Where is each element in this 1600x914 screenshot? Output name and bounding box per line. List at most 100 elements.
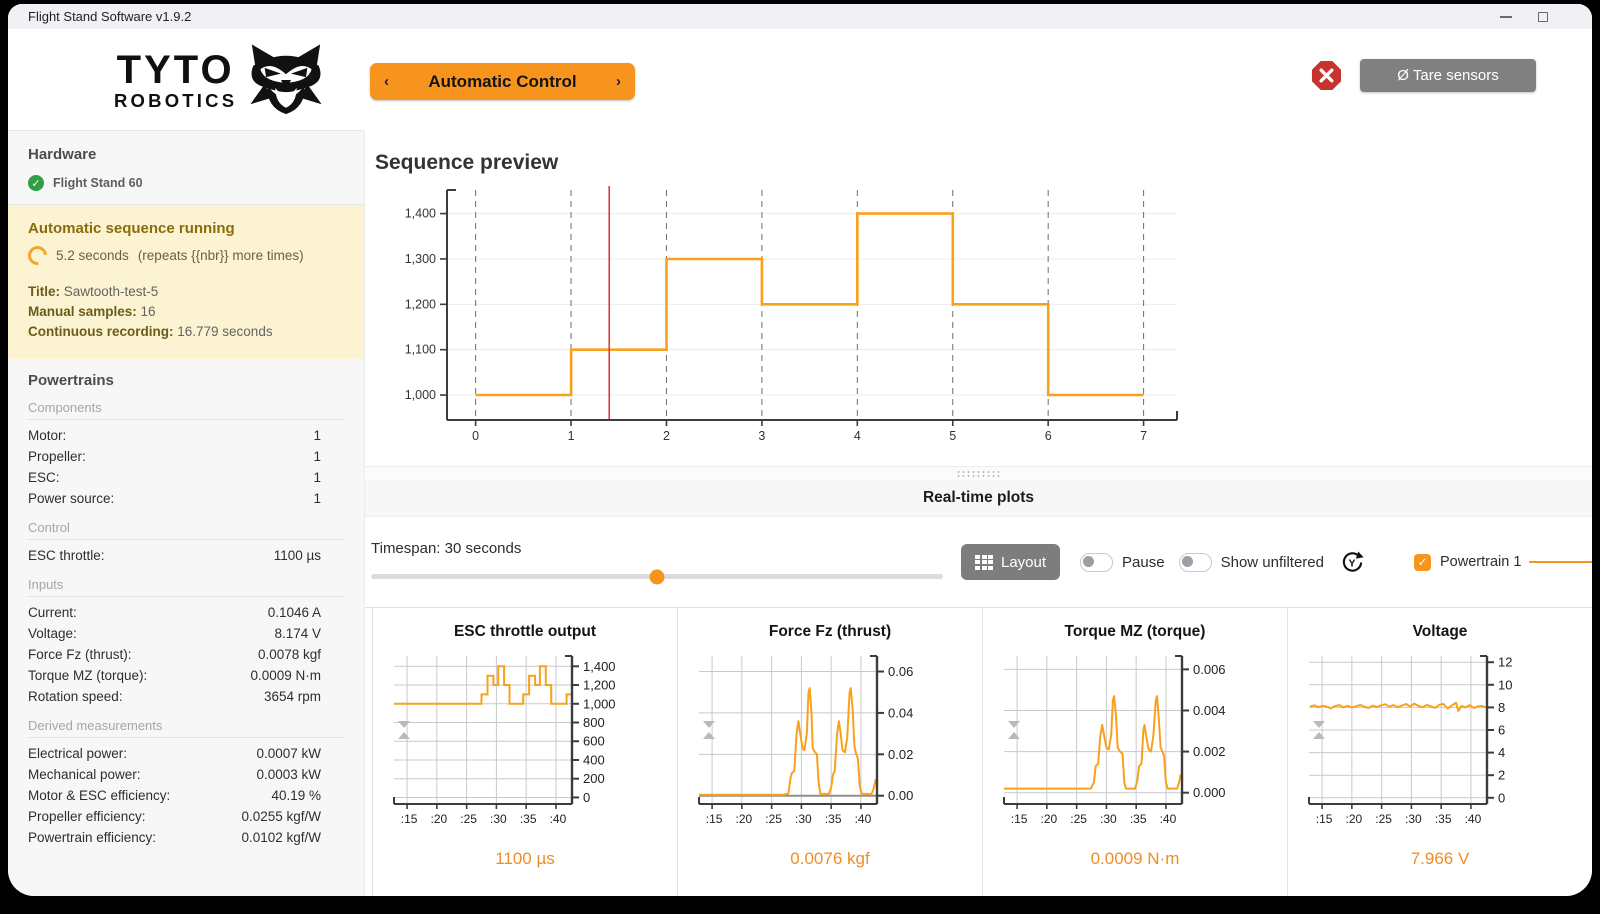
drag-handle[interactable] bbox=[955, 470, 1002, 477]
measurement-label: Motor & ESC efficiency: bbox=[28, 788, 171, 803]
measurement-label: Powertrain efficiency: bbox=[28, 830, 157, 845]
stop-button[interactable] bbox=[1311, 60, 1342, 91]
measurement-row: Force Fz (thrust): 0.0078 kgf bbox=[28, 644, 344, 665]
svg-text::30: :30 bbox=[1100, 812, 1117, 826]
measurement-value: 1 bbox=[313, 470, 321, 485]
measurement-row: ESC: 1 bbox=[28, 467, 344, 488]
chart-card-voltage: Voltage 0 2 4 6 8 10 12:15:20:25:30:35:40 7.96… bbox=[1287, 608, 1592, 896]
measurement-value: 1 bbox=[313, 428, 321, 443]
svg-text:0: 0 bbox=[472, 429, 479, 443]
main-content: Sequence preview 1,000 1,100 1,200 1,300 1,4… bbox=[365, 130, 1592, 896]
sequence-preview-title: Sequence preview bbox=[375, 151, 559, 174]
svg-text::35: :35 bbox=[825, 812, 842, 826]
timespan-slider[interactable] bbox=[371, 569, 943, 584]
chart-card-force-fz-thrust: Force Fz (thrust) 0.00 0.02 0.04 0.06:15:20… bbox=[677, 608, 982, 896]
svg-text::40: :40 bbox=[1465, 812, 1482, 826]
hardware-device: ✓ Flight Stand 60 bbox=[28, 175, 344, 191]
svg-text::35: :35 bbox=[520, 812, 537, 826]
svg-text:600: 600 bbox=[583, 734, 605, 749]
restore-button[interactable] bbox=[1538, 11, 1548, 22]
svg-text::40: :40 bbox=[855, 812, 872, 826]
sequence-repeats: (repeats {{nbr}} more times) bbox=[137, 248, 304, 263]
svg-text:1: 1 bbox=[568, 429, 575, 443]
measurement-value: 1100 µs bbox=[273, 548, 321, 563]
svg-text:0.04: 0.04 bbox=[888, 705, 913, 720]
measurement-row: Voltage: 8.174 V bbox=[28, 623, 344, 644]
chart-current-value: 0.0009 N·m bbox=[1090, 849, 1180, 868]
svg-text::20: :20 bbox=[1041, 812, 1058, 826]
measurement-row: Motor & ESC efficiency: 40.19 % bbox=[28, 785, 344, 806]
measurement-label: Power source: bbox=[28, 491, 115, 506]
slider-thumb[interactable] bbox=[649, 569, 665, 584]
owl-logo-icon bbox=[250, 44, 322, 115]
svg-text:4: 4 bbox=[854, 429, 861, 443]
svg-text:0: 0 bbox=[583, 790, 590, 805]
prev-mode-icon[interactable]: ‹ bbox=[384, 73, 389, 90]
measurement-row: Propeller: 1 bbox=[28, 446, 344, 467]
measurement-row: Current: 0.1046 A bbox=[28, 602, 344, 623]
measurement-group: Inputs Current: 0.1046 A Voltage: 8.174 … bbox=[28, 566, 344, 707]
measurement-group: Derived measurements Electrical power: 0… bbox=[28, 707, 344, 848]
measurement-value: 0.0009 N·m bbox=[250, 668, 321, 683]
realtime-plots-heading: Real-time plots bbox=[365, 480, 1592, 517]
svg-text:6: 6 bbox=[1498, 723, 1505, 738]
show-unfiltered-toggle[interactable] bbox=[1178, 552, 1212, 572]
chart-current-value: 7.966 V bbox=[1410, 849, 1470, 868]
measurement-label: Voltage: bbox=[28, 626, 77, 641]
measurement-row: Rotation speed: 3654 rpm bbox=[28, 686, 344, 707]
header: TYTO ROBOTICS ‹ bbox=[8, 29, 1592, 130]
sequence-elapsed: 5.2 seconds bbox=[56, 248, 129, 263]
timespan-label: Timespan: 30 seconds bbox=[371, 540, 522, 557]
svg-text:2: 2 bbox=[663, 429, 670, 443]
measurement-label: Propeller efficiency: bbox=[28, 809, 146, 824]
spinner-icon bbox=[24, 242, 51, 269]
status-row: Manual samples: 16 bbox=[28, 304, 156, 319]
measurement-label: ESC throttle: bbox=[28, 548, 105, 563]
svg-text:0.02: 0.02 bbox=[888, 747, 913, 762]
chart-title: ESC throttle output bbox=[453, 623, 597, 640]
svg-text::25: :25 bbox=[1070, 812, 1087, 826]
measurement-value: 0.1046 A bbox=[267, 605, 321, 620]
svg-text:0.006: 0.006 bbox=[1193, 662, 1226, 677]
measurement-value: 3654 rpm bbox=[263, 689, 321, 704]
group-heading: Components bbox=[28, 389, 344, 420]
panel-divider bbox=[365, 466, 1592, 480]
sequence-preview-chart: 1,000 1,100 1,200 1,300 1,400 0 1 2 3 4 5 6 7 bbox=[405, 186, 1178, 443]
svg-text:0.002: 0.002 bbox=[1193, 744, 1226, 759]
axis-autoscale-icon[interactable] bbox=[398, 721, 410, 739]
svg-text::15: :15 bbox=[401, 812, 418, 826]
measurement-row: Mechanical power: 0.0003 kW bbox=[28, 764, 344, 785]
chart-card-torque-mz: Torque MZ (torque) 0.000 0.002 0.004 0.006:… bbox=[982, 608, 1287, 896]
powertrain-checkbox[interactable]: ✓ bbox=[1414, 553, 1431, 571]
reset-y-axis-icon[interactable]: Y bbox=[1340, 550, 1365, 575]
status-row: Title: Sawtooth-test-5 bbox=[28, 284, 159, 299]
minimize-button[interactable] bbox=[1500, 15, 1512, 18]
measurement-value: 1 bbox=[313, 449, 321, 464]
axis-autoscale-icon[interactable] bbox=[1008, 721, 1020, 739]
measurement-row: Electrical power: 0.0007 kW bbox=[28, 743, 344, 764]
svg-text::30: :30 bbox=[795, 812, 812, 826]
tare-sensors-button[interactable]: Ø Tare sensors bbox=[1360, 59, 1536, 92]
svg-text:800: 800 bbox=[583, 715, 605, 730]
axis-autoscale-icon[interactable] bbox=[703, 721, 715, 739]
svg-text:0.06: 0.06 bbox=[888, 664, 913, 679]
svg-text:1,300: 1,300 bbox=[405, 252, 436, 266]
svg-text::15: :15 bbox=[1316, 812, 1333, 826]
force-fz-thrust-chart: 0.00 0.02 0.04 0.06:15:20:25:30:35:40 bbox=[698, 655, 913, 826]
svg-text:0: 0 bbox=[1498, 790, 1505, 805]
measurement-value: 0.0003 kW bbox=[256, 767, 321, 782]
chart-current-value: 0.0076 kgf bbox=[790, 849, 870, 868]
measurement-value: 0.0102 kgf/W bbox=[241, 830, 321, 845]
measurement-label: Mechanical power: bbox=[28, 767, 141, 782]
svg-text::30: :30 bbox=[1405, 812, 1422, 826]
group-heading: Inputs bbox=[28, 566, 344, 597]
axis-autoscale-icon[interactable] bbox=[1313, 721, 1325, 739]
hardware-section: Hardware ✓ Flight Stand 60 bbox=[8, 131, 364, 205]
tyto-logo: TYTO ROBOTICS bbox=[114, 43, 329, 117]
control-mode-switcher[interactable]: ‹ Automatic Control › bbox=[370, 63, 635, 100]
next-mode-icon[interactable]: › bbox=[616, 73, 621, 90]
measurement-label: Motor: bbox=[28, 428, 67, 443]
pause-toggle[interactable] bbox=[1080, 552, 1114, 572]
layout-button[interactable]: Layout bbox=[961, 544, 1061, 580]
measurement-value: 0.0255 kgf/W bbox=[241, 809, 321, 824]
